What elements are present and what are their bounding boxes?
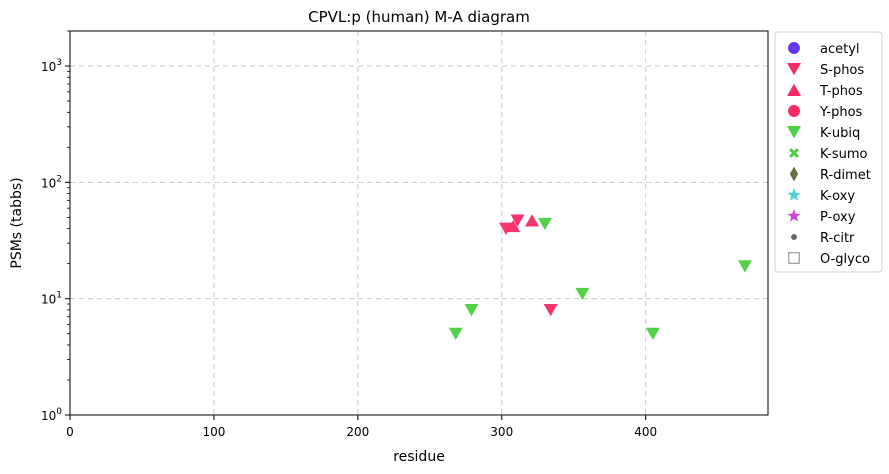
legend-label: T-phos [819,84,863,99]
x-tick-label: 0 [66,425,74,439]
legend-marker [788,42,800,54]
legend-label: K-oxy [820,189,855,204]
data-point-s-phos [499,222,514,235]
legend-item-s-phos: S-phos [787,63,864,78]
legend-item-r-dimet: R-dimet [789,166,871,183]
legend-label: acetyl [820,42,860,57]
y-tick-label: 101 [41,291,62,307]
legend-marker [791,234,797,240]
chart-title: CPVL:p (human) M-A diagram [308,8,530,26]
legend-item-r-citr: R-citr [791,231,855,246]
data-point-k-ubiq [575,287,590,301]
legend: acetyl S-phos T-phos Y-phos K-ubiq K-sumo R-di… [774,31,883,273]
legend-item-k-oxy: K-oxy [787,188,855,204]
legend-label: R-citr [820,231,855,246]
grid [70,31,768,415]
legend-item-k-sumo: K-sumo [789,147,868,162]
legend-label: O-glyco [820,252,870,267]
legend-item-k-ubiq: K-ubiq [787,126,860,141]
data-point-t-phos [506,219,521,233]
legend-marker [789,166,799,182]
legend-marker [787,209,801,222]
legend-marker [787,83,801,96]
data-point-k-ubiq [645,327,660,340]
data-point-s-phos [510,214,525,227]
legend-item-t-phos: T-phos [787,83,863,99]
legend-label: K-sumo [820,147,868,162]
legend-label: K-ubiq [820,126,860,141]
y-tick-label: 103 [41,58,62,74]
x-tick-label: 300 [490,425,513,439]
y-axis-label: PSMs (tabbs) [9,177,25,268]
data-point-s-phos [543,303,558,317]
data-point-t-phos [524,214,539,227]
legend-label: R-dimet [820,168,871,183]
legend-item-o-glyco: O-glyco [788,252,870,267]
legend-label: S-phos [820,63,864,78]
legend-marker [789,148,799,158]
x-tick-label: 100 [202,425,225,439]
legend-item-acetyl: acetyl [788,42,860,57]
legend-marker [788,252,800,264]
legend-marker [787,188,801,201]
legend-label: Y-phos [819,105,863,120]
legend-item-y-phos: Y-phos [788,105,863,120]
y-tick-label: 102 [41,174,62,190]
data-point-k-ubiq [448,327,463,340]
legend-frame [774,31,883,273]
plot-frame [69,30,769,416]
legend-marker [787,126,801,139]
x-tick-label: 400 [634,425,657,439]
x-tick-label: 200 [346,425,369,439]
data-point-k-ubiq [537,217,552,231]
legend-marker [787,63,801,76]
data-point-k-ubiq [464,303,479,317]
legend-item-p-oxy: P-oxy [787,209,856,225]
data-point-k-ubiq [737,260,752,273]
y-tick-label: 100 [41,407,62,423]
axes: 0 100 200 300 400 100 101 102 103 [41,30,657,439]
legend-label: P-oxy [820,210,856,225]
legend-marker [788,105,800,117]
x-axis-label: residue [393,449,445,465]
data-points [448,214,752,340]
